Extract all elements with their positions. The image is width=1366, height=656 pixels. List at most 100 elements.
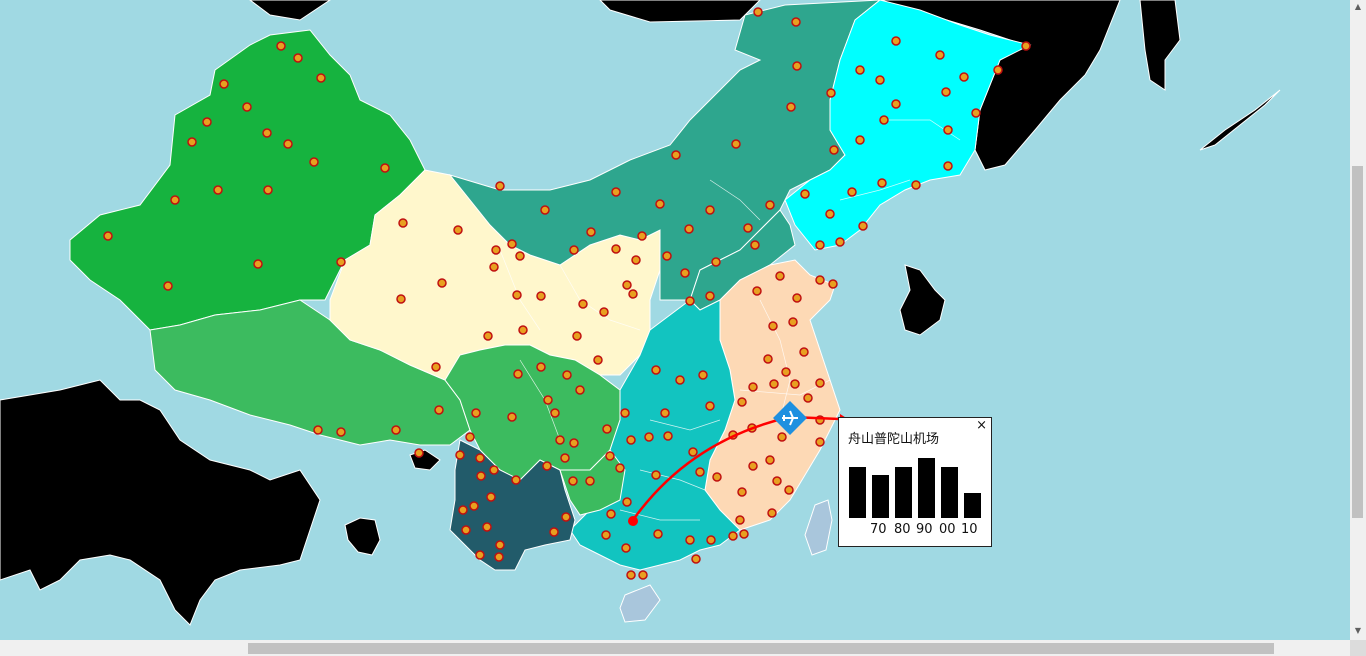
- city-marker[interactable]: [959, 72, 969, 82]
- city-marker[interactable]: [847, 187, 857, 197]
- city-marker[interactable]: [829, 145, 839, 155]
- city-marker[interactable]: [615, 463, 625, 473]
- city-marker[interactable]: [790, 379, 800, 389]
- city-marker[interactable]: [772, 476, 782, 486]
- city-marker[interactable]: [788, 317, 798, 327]
- city-marker[interactable]: [398, 218, 408, 228]
- city-marker[interactable]: [507, 239, 517, 249]
- city-marker[interactable]: [786, 102, 796, 112]
- city-marker[interactable]: [644, 432, 654, 442]
- city-marker[interactable]: [536, 362, 546, 372]
- city-marker[interactable]: [414, 448, 424, 458]
- city-marker[interactable]: [791, 17, 801, 27]
- city-marker[interactable]: [651, 365, 661, 375]
- city-marker[interactable]: [213, 185, 223, 195]
- city-marker[interactable]: [380, 163, 390, 173]
- origin-marker[interactable]: [628, 516, 638, 526]
- city-marker[interactable]: [698, 370, 708, 380]
- city-marker[interactable]: [705, 291, 715, 301]
- city-marker[interactable]: [784, 485, 794, 495]
- city-marker[interactable]: [455, 450, 465, 460]
- city-marker[interactable]: [767, 508, 777, 518]
- city-marker[interactable]: [471, 408, 481, 418]
- city-marker[interactable]: [276, 41, 286, 51]
- city-marker[interactable]: [728, 531, 738, 541]
- city-marker[interactable]: [799, 347, 809, 357]
- city-marker[interactable]: [792, 293, 802, 303]
- horizontal-scrollbar[interactable]: [0, 640, 1350, 656]
- city-marker[interactable]: [555, 435, 565, 445]
- city-marker[interactable]: [601, 530, 611, 540]
- city-marker[interactable]: [491, 245, 501, 255]
- city-marker[interactable]: [476, 471, 486, 481]
- city-marker[interactable]: [826, 88, 836, 98]
- city-marker[interactable]: [943, 125, 953, 135]
- city-marker[interactable]: [593, 355, 603, 365]
- city-marker[interactable]: [737, 397, 747, 407]
- city-marker[interactable]: [336, 427, 346, 437]
- city-marker[interactable]: [628, 289, 638, 299]
- city-marker[interactable]: [483, 331, 493, 341]
- city-marker[interactable]: [602, 424, 612, 434]
- city-marker[interactable]: [513, 369, 523, 379]
- city-marker[interactable]: [765, 200, 775, 210]
- city-marker[interactable]: [706, 535, 716, 545]
- city-marker[interactable]: [542, 461, 552, 471]
- city-marker[interactable]: [507, 412, 517, 422]
- vertical-scrollbar[interactable]: ▲ ▼: [1350, 0, 1366, 640]
- city-marker[interactable]: [750, 240, 760, 250]
- city-marker[interactable]: [482, 522, 492, 532]
- city-marker[interactable]: [803, 393, 813, 403]
- city-marker[interactable]: [753, 7, 763, 17]
- city-marker[interactable]: [437, 278, 447, 288]
- city-marker[interactable]: [569, 438, 579, 448]
- city-marker[interactable]: [515, 251, 525, 261]
- city-marker[interactable]: [685, 535, 695, 545]
- city-marker[interactable]: [336, 257, 346, 267]
- city-marker[interactable]: [622, 497, 632, 507]
- city-marker[interactable]: [765, 455, 775, 465]
- city-marker[interactable]: [461, 525, 471, 535]
- city-marker[interactable]: [316, 73, 326, 83]
- city-marker[interactable]: [711, 257, 721, 267]
- city-marker[interactable]: [743, 223, 753, 233]
- vertical-scroll-thumb[interactable]: [1352, 166, 1363, 518]
- city-marker[interactable]: [671, 150, 681, 160]
- city-marker[interactable]: [569, 245, 579, 255]
- city-marker[interactable]: [202, 117, 212, 127]
- city-marker[interactable]: [262, 128, 272, 138]
- city-marker[interactable]: [489, 465, 499, 475]
- city-marker[interactable]: [815, 378, 825, 388]
- city-marker[interactable]: [626, 435, 636, 445]
- city-marker[interactable]: [971, 108, 981, 118]
- city-marker[interactable]: [855, 65, 865, 75]
- city-marker[interactable]: [815, 275, 825, 285]
- city-marker[interactable]: [891, 36, 901, 46]
- city-marker[interactable]: [263, 185, 273, 195]
- city-marker[interactable]: [313, 425, 323, 435]
- city-marker[interactable]: [475, 550, 485, 560]
- city-marker[interactable]: [935, 50, 945, 60]
- city-marker[interactable]: [691, 554, 701, 564]
- city-marker[interactable]: [540, 205, 550, 215]
- city-marker[interactable]: [651, 470, 661, 480]
- city-marker[interactable]: [586, 227, 596, 237]
- city-marker[interactable]: [825, 209, 835, 219]
- city-marker[interactable]: [495, 540, 505, 550]
- city-marker[interactable]: [653, 529, 663, 539]
- city-marker[interactable]: [561, 512, 571, 522]
- city-marker[interactable]: [705, 401, 715, 411]
- city-marker[interactable]: [458, 505, 468, 515]
- city-marker[interactable]: [396, 294, 406, 304]
- city-marker[interactable]: [775, 271, 785, 281]
- city-marker[interactable]: [549, 527, 559, 537]
- city-marker[interactable]: [941, 87, 951, 97]
- city-marker[interactable]: [606, 509, 616, 519]
- city-marker[interactable]: [855, 135, 865, 145]
- city-marker[interactable]: [680, 268, 690, 278]
- city-marker[interactable]: [769, 379, 779, 389]
- city-marker[interactable]: [891, 99, 901, 109]
- city-marker[interactable]: [621, 543, 631, 553]
- city-marker[interactable]: [685, 296, 695, 306]
- city-marker[interactable]: [187, 137, 197, 147]
